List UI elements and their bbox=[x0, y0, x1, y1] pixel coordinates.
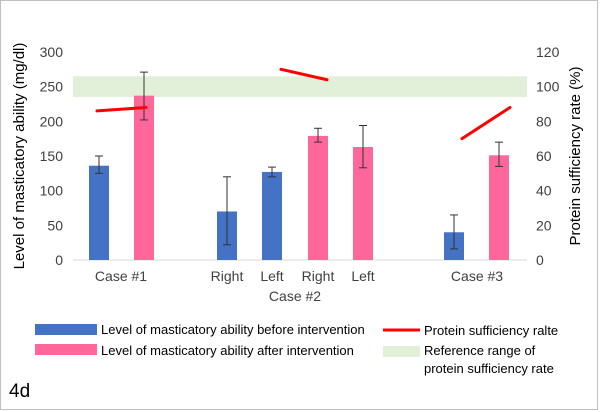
after-intervention-bar bbox=[489, 155, 509, 260]
protein-sufficiency-line bbox=[279, 67, 329, 82]
legend-label-before: Level of masticatory ability before inte… bbox=[101, 322, 365, 337]
before-intervention-bar bbox=[262, 171, 282, 260]
legend-swatch-before bbox=[35, 324, 97, 335]
y-tick-label: 50 bbox=[47, 217, 63, 233]
y-right-tick-label: 80 bbox=[536, 113, 552, 129]
legend-label-reference-line1: Reference range of bbox=[424, 343, 536, 358]
y-right-tick-label: 20 bbox=[536, 217, 552, 233]
category-tick-label: Right bbox=[211, 268, 244, 284]
y-right-tick-label: 60 bbox=[536, 148, 552, 164]
panel-label: 4d bbox=[9, 381, 31, 402]
category-tick-label: Case #1 bbox=[95, 268, 147, 284]
y-tick-label: 200 bbox=[40, 113, 64, 129]
category-tick-label: Right bbox=[302, 268, 335, 284]
legend-label-protein: Protein sufficiency ralte bbox=[424, 323, 558, 338]
y-right-tick-label: 120 bbox=[536, 44, 560, 60]
y-right-axis-title: Protein sufficiency rate (%) bbox=[567, 67, 584, 246]
reference-range-band bbox=[73, 76, 527, 98]
y-tick-label: 150 bbox=[40, 148, 64, 164]
legend-label-after: Level of masticatory ability after inter… bbox=[101, 343, 354, 358]
y-tick-label: 0 bbox=[55, 252, 63, 268]
y-tick-label: 250 bbox=[40, 79, 64, 95]
after-intervention-bar bbox=[353, 146, 373, 260]
y-right-tick-label: 0 bbox=[536, 252, 544, 268]
protein-sufficiency-line bbox=[95, 105, 148, 113]
y-tick-label: 300 bbox=[40, 44, 64, 60]
after-intervention-bar bbox=[308, 135, 328, 260]
category-tick-label: Left bbox=[351, 268, 374, 284]
y-tick-label: 100 bbox=[40, 183, 64, 199]
y-right-tick-label: 40 bbox=[536, 183, 552, 199]
y-right-tick-label: 100 bbox=[536, 79, 560, 95]
after-intervention-bar bbox=[134, 95, 154, 261]
before-intervention-bar bbox=[89, 165, 109, 260]
x-axis-title: Case #2 bbox=[269, 288, 321, 304]
legend-swatch-after bbox=[35, 344, 97, 355]
category-tick-label: Left bbox=[260, 268, 283, 284]
legend-swatch-reference bbox=[383, 346, 420, 357]
legend-label-reference-line2: protein sufficiency rate bbox=[424, 361, 554, 376]
category-tick-label: Case #3 bbox=[451, 268, 503, 284]
protein-sufficiency-line bbox=[460, 105, 512, 141]
y-axis-title: Level of masticatory ability (mg/dl) bbox=[11, 43, 28, 270]
